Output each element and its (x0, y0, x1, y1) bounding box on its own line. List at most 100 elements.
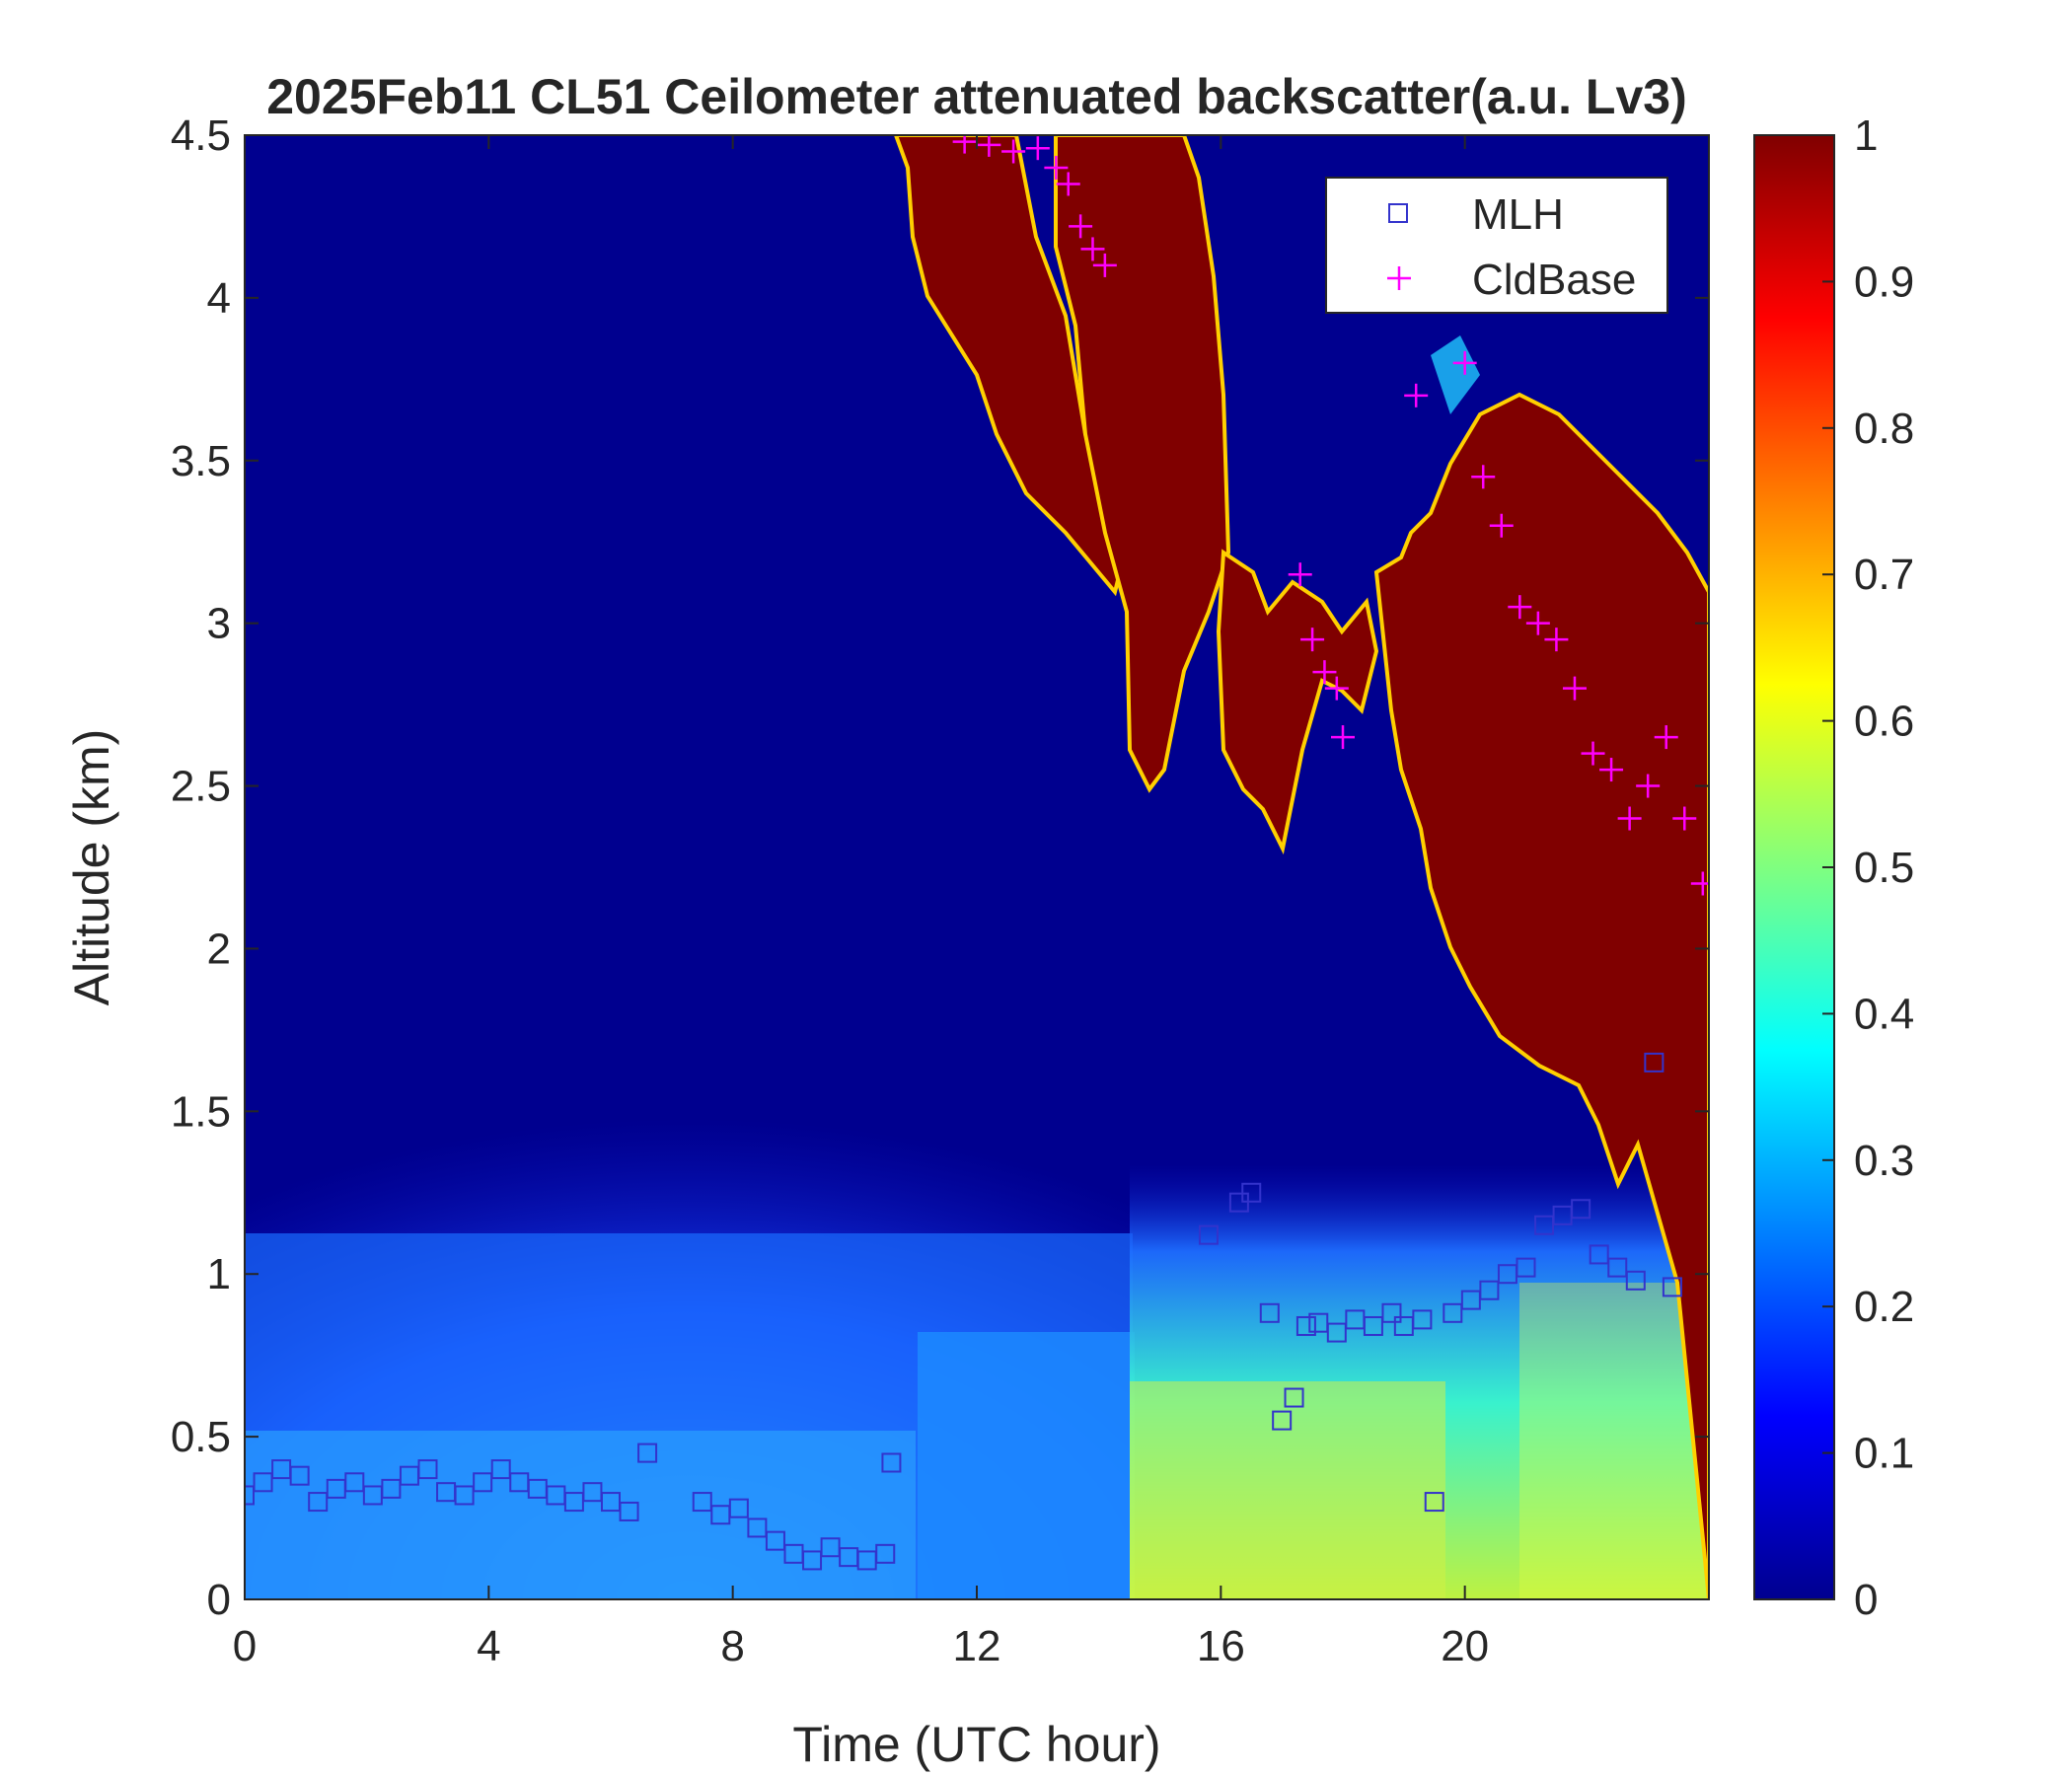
mlh-point (1363, 1315, 1383, 1336)
colorbar-tick-label: 0.2 (1854, 1283, 1914, 1331)
x-tick-label: 0 (233, 1622, 257, 1670)
colorbar-tick-label: 0.6 (1854, 698, 1914, 746)
cldbase-point (1056, 172, 1080, 196)
cldbase-point (1471, 465, 1496, 489)
y-tick-label: 4 (207, 274, 231, 323)
mlh-point (1241, 1182, 1262, 1203)
mlh-point (1284, 1387, 1304, 1408)
cldbase-point (1636, 774, 1661, 798)
heatmap-boundary-layer (245, 1066, 1709, 1599)
mlh-point (1272, 1410, 1293, 1431)
mlh-point (473, 1472, 493, 1493)
y-axis-label: Altitude (km) (64, 729, 119, 1006)
cldbase-point (1025, 136, 1050, 161)
cldbase-point (977, 135, 1001, 157)
colorbar-tick-label: 0.8 (1854, 405, 1914, 453)
colorbar-tick-label: 0.9 (1854, 258, 1914, 306)
cldbase-point (1069, 214, 1093, 239)
x-axis-label: Time (UTC hour) (792, 1717, 1160, 1772)
cldbase-point (1544, 628, 1569, 652)
legend-box (1325, 177, 1668, 314)
cldbase-point (1324, 676, 1349, 701)
mlh-point (344, 1472, 365, 1493)
mlh-point (728, 1498, 749, 1518)
mlh-point (1662, 1277, 1682, 1297)
cldbase-point (1508, 595, 1532, 620)
cldbase-point (1331, 725, 1355, 750)
colorbar: 0 0.1 0.2 0.3 0.4 0.5 0.6 0.7 0.8 0.9 1 (1753, 111, 1914, 1624)
mlh-point (245, 1485, 255, 1506)
legend-cldbase-marker (1387, 266, 1411, 290)
cldbase-point (1525, 611, 1550, 635)
legend-mlh-label: MLH (1472, 190, 1564, 239)
cldbase-point (1654, 725, 1678, 750)
cldbase-point (1001, 139, 1026, 164)
mlh-point (1479, 1280, 1500, 1300)
mlh-point (802, 1550, 823, 1571)
colorbar-gradient (1753, 134, 1835, 1600)
mlh-point (1424, 1492, 1444, 1513)
cldbase-point (1044, 155, 1069, 180)
mlh-point (308, 1492, 329, 1513)
x-tick-label: 12 (953, 1622, 1001, 1670)
cldbase-point (1581, 741, 1605, 766)
x-tick-label: 8 (720, 1622, 744, 1670)
mlh-point (747, 1517, 768, 1538)
mlh-point (692, 1492, 712, 1513)
mlh-point (1198, 1224, 1219, 1245)
mlh-point (1259, 1302, 1280, 1323)
y-tick-label: 2 (207, 925, 231, 973)
x-axis: 0 4 8 12 16 20 (233, 135, 1489, 1670)
mlh-point (1381, 1302, 1402, 1323)
mlh-point (1607, 1257, 1628, 1278)
cldbase-series (952, 135, 1709, 896)
mlh-point (253, 1472, 273, 1493)
mlh-point (381, 1478, 402, 1499)
mlh-point (765, 1530, 785, 1551)
y-tick-label: 3.5 (171, 437, 231, 485)
cldbase-point (1092, 253, 1117, 277)
mlh-point (1625, 1270, 1646, 1291)
mlh-point (881, 1452, 902, 1473)
mlh-point (417, 1459, 438, 1480)
y-tick-label: 0.5 (171, 1413, 231, 1461)
colorbar-tick-label: 0.5 (1854, 844, 1914, 892)
cldbase-point (1080, 237, 1105, 261)
mlh-point (289, 1465, 310, 1486)
mlh-point (1589, 1244, 1609, 1265)
mlh-point (1516, 1257, 1536, 1278)
mlh-point (637, 1443, 658, 1463)
plot-area (245, 135, 1709, 1599)
y-tick-label: 0 (207, 1576, 231, 1624)
colorbar-tick-label: 0 (1854, 1576, 1878, 1624)
y-axis: 0 0.5 1 1.5 2 2.5 3 3.5 4 4.5 (171, 111, 1709, 1624)
cldbase-point (1690, 871, 1709, 896)
x-tick-label: 4 (477, 1622, 500, 1670)
cldbase-point (1312, 660, 1337, 685)
heatmap-cloud-layers (893, 135, 1709, 1599)
x-tick-label: 20 (1441, 1622, 1489, 1670)
cldbase-point (1599, 758, 1624, 782)
y-tick-label: 1 (207, 1250, 231, 1298)
mlh-point (619, 1501, 639, 1521)
cldbase-point (1300, 628, 1325, 652)
mlh-point (1644, 1052, 1665, 1073)
cldbase-point (952, 135, 977, 154)
y-tick-label: 3 (207, 600, 231, 648)
colorbar-tick-label: 0.4 (1854, 990, 1914, 1038)
cldbase-point (1617, 806, 1642, 831)
legend: MLH CldBase (1325, 177, 1668, 314)
legend-cldbase-label: CldBase (1472, 256, 1636, 304)
mlh-point (454, 1485, 475, 1506)
cldbase-point (1288, 562, 1312, 587)
x-tick-label: 16 (1197, 1622, 1245, 1670)
colorbar-tick-label: 0.7 (1854, 551, 1914, 599)
cldbase-point (1489, 513, 1514, 538)
mlh-point (1412, 1309, 1433, 1330)
colorbar-ticks: 0 0.1 0.2 0.3 0.4 0.5 0.6 0.7 0.8 0.9 1 (1822, 111, 1914, 1624)
mlh-point (875, 1543, 896, 1564)
chart-title: 2025Feb11 CL51 Ceilometer attenuated bac… (266, 69, 1686, 124)
mlh-series (245, 1052, 1682, 1571)
mlh-point (490, 1459, 511, 1480)
